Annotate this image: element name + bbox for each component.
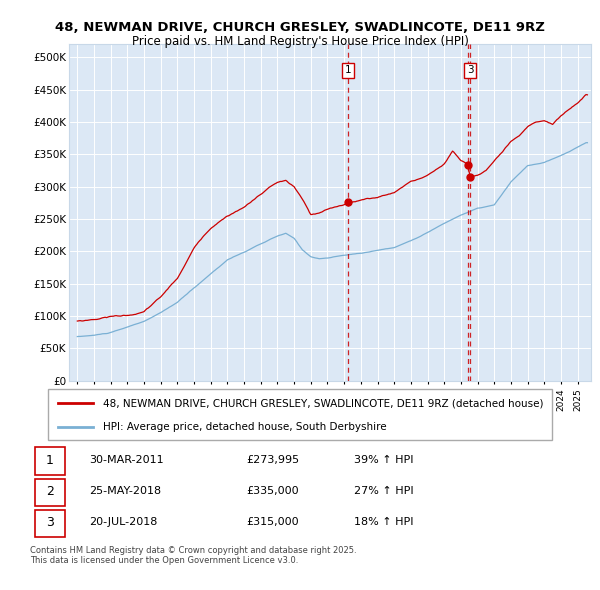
Text: 3: 3	[467, 65, 473, 75]
FancyBboxPatch shape	[48, 389, 552, 440]
Text: HPI: Average price, detached house, South Derbyshire: HPI: Average price, detached house, Sout…	[103, 422, 387, 432]
Text: 18% ↑ HPI: 18% ↑ HPI	[354, 517, 413, 527]
Text: 39% ↑ HPI: 39% ↑ HPI	[354, 455, 413, 465]
Text: 48, NEWMAN DRIVE, CHURCH GRESLEY, SWADLINCOTE, DE11 9RZ: 48, NEWMAN DRIVE, CHURCH GRESLEY, SWADLI…	[55, 21, 545, 34]
FancyBboxPatch shape	[35, 447, 65, 474]
Text: 30-MAR-2011: 30-MAR-2011	[89, 455, 164, 465]
Text: 48, NEWMAN DRIVE, CHURCH GRESLEY, SWADLINCOTE, DE11 9RZ (detached house): 48, NEWMAN DRIVE, CHURCH GRESLEY, SWADLI…	[103, 398, 544, 408]
Text: 27% ↑ HPI: 27% ↑ HPI	[354, 486, 413, 496]
Text: Price paid vs. HM Land Registry's House Price Index (HPI): Price paid vs. HM Land Registry's House …	[131, 35, 469, 48]
FancyBboxPatch shape	[35, 478, 65, 506]
FancyBboxPatch shape	[35, 510, 65, 537]
Text: 20-JUL-2018: 20-JUL-2018	[89, 517, 158, 527]
Text: 1: 1	[345, 65, 352, 75]
Text: 3: 3	[46, 516, 54, 529]
Text: 2: 2	[46, 484, 54, 498]
Text: 25-MAY-2018: 25-MAY-2018	[89, 486, 161, 496]
Text: £335,000: £335,000	[246, 486, 299, 496]
Text: £315,000: £315,000	[246, 517, 299, 527]
Text: 1: 1	[46, 454, 54, 467]
Text: £273,995: £273,995	[246, 455, 299, 465]
Text: Contains HM Land Registry data © Crown copyright and database right 2025.
This d: Contains HM Land Registry data © Crown c…	[30, 546, 356, 565]
